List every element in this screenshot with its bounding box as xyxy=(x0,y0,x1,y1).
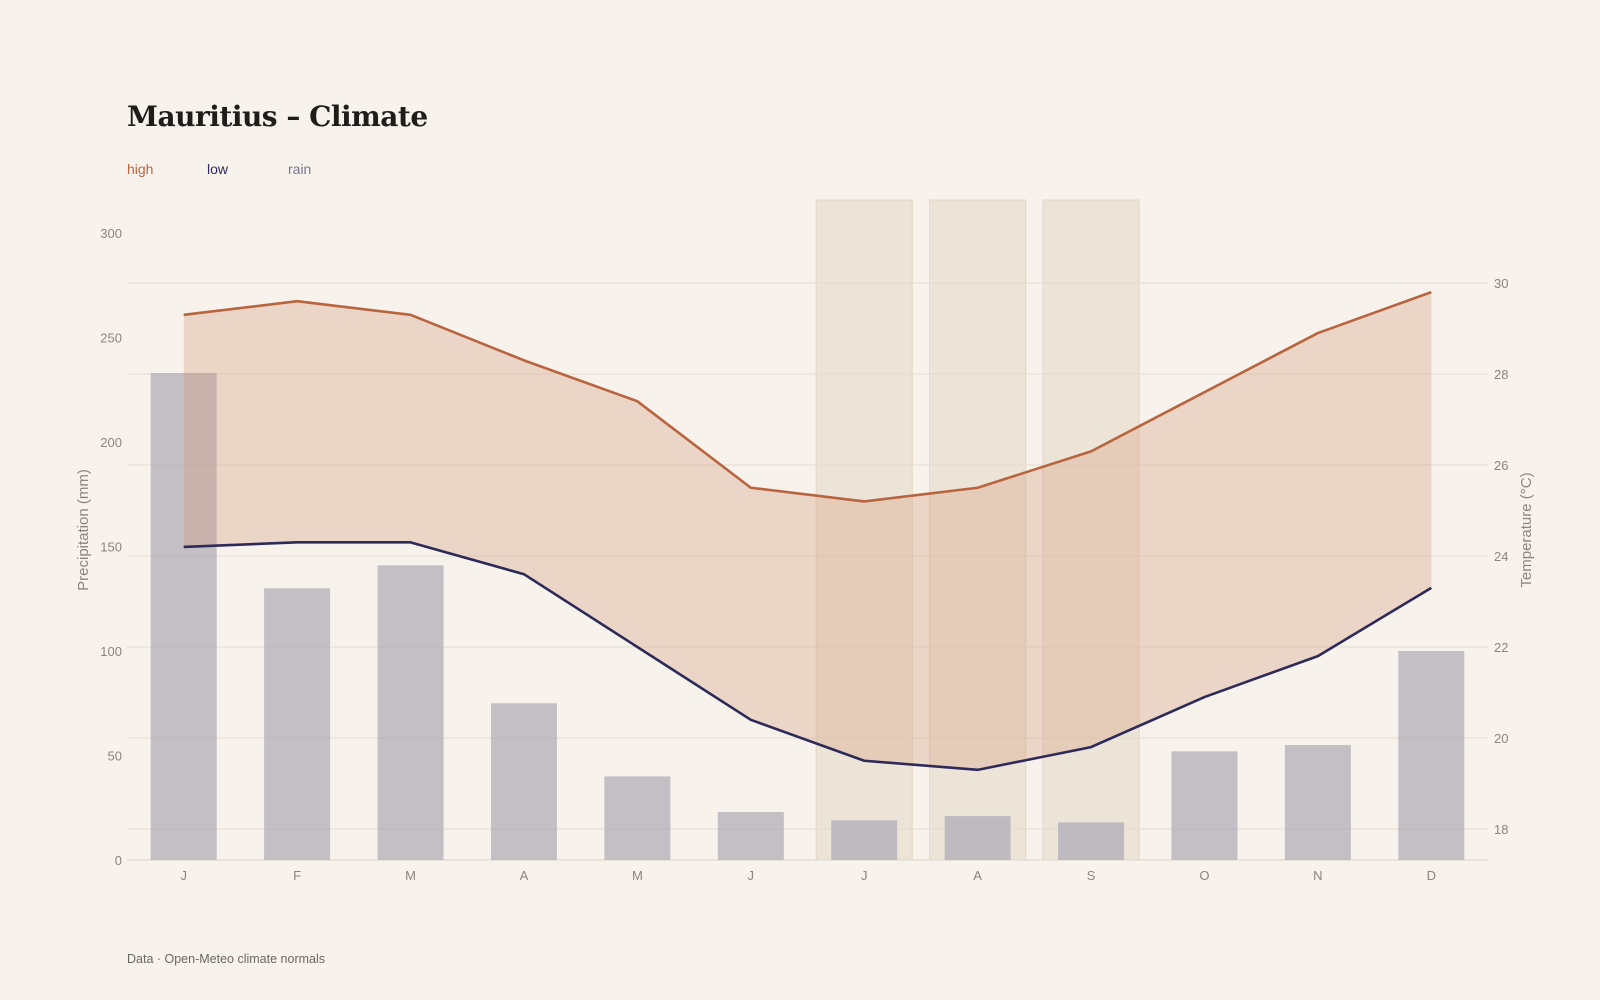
x-tick-label: A xyxy=(520,868,529,883)
footer-source: Data · Open-Meteo climate normals xyxy=(127,952,325,966)
x-tick-label: J xyxy=(861,868,868,883)
y-left-tick-label: 300 xyxy=(100,226,122,241)
y-left-axis-title: Precipitation (mm) xyxy=(75,469,92,591)
x-tick-label: M xyxy=(405,868,416,883)
x-tick-label: J xyxy=(748,868,755,883)
high-line xyxy=(183,290,1432,503)
rain-bar xyxy=(264,588,331,860)
legend-rain: rain xyxy=(288,161,312,177)
temperature-range-band xyxy=(183,292,1432,770)
y-left-tick-label: 100 xyxy=(100,644,122,659)
legend-low: low xyxy=(207,161,229,177)
legend-high: high xyxy=(127,161,154,177)
y-right-axis-title: Temperature (°C) xyxy=(1518,472,1535,587)
rain-bar xyxy=(944,816,1011,860)
x-tick-label: S xyxy=(1087,868,1096,883)
rain-bar xyxy=(150,373,217,860)
x-tick-label: M xyxy=(632,868,643,883)
rain-bar xyxy=(1058,822,1125,860)
y-right-tick-label: 26 xyxy=(1494,458,1508,473)
highlight-band-7 xyxy=(929,199,1027,861)
y-left-tick-label: 50 xyxy=(108,749,122,764)
y-right-tick-label: 30 xyxy=(1494,276,1508,291)
y-left-tick-label: 250 xyxy=(100,331,122,346)
chart-title: Mauritius – Climate xyxy=(127,100,428,133)
rain-bar xyxy=(604,776,671,860)
rain-bar xyxy=(717,811,784,860)
rain-bar xyxy=(377,565,444,860)
y-right-tick-label: 24 xyxy=(1494,549,1508,564)
rain-bar xyxy=(1398,651,1465,860)
x-tick-label: J xyxy=(180,868,187,883)
y-right-tick-label: 20 xyxy=(1494,731,1508,746)
y-right-tick-label: 22 xyxy=(1494,640,1508,655)
y-left-tick-label: 200 xyxy=(100,435,122,450)
x-tick-label: D xyxy=(1427,868,1436,883)
highlight-band-8 xyxy=(1042,199,1140,861)
rain-bar xyxy=(490,703,557,860)
y-left-tick-label: 150 xyxy=(100,540,122,555)
x-tick-label: A xyxy=(973,868,982,883)
x-tick-label: N xyxy=(1313,868,1322,883)
y-right-tick-label: 18 xyxy=(1494,822,1508,837)
y-right-tick-label: 28 xyxy=(1494,367,1508,382)
y-left-tick-label: 0 xyxy=(115,853,122,868)
x-tick-label: F xyxy=(293,868,301,883)
x-tick-label: O xyxy=(1199,868,1209,883)
rain-bar xyxy=(831,820,898,860)
low-line xyxy=(183,541,1432,772)
rain-bar xyxy=(1284,745,1351,860)
rain-bar xyxy=(1171,751,1238,860)
